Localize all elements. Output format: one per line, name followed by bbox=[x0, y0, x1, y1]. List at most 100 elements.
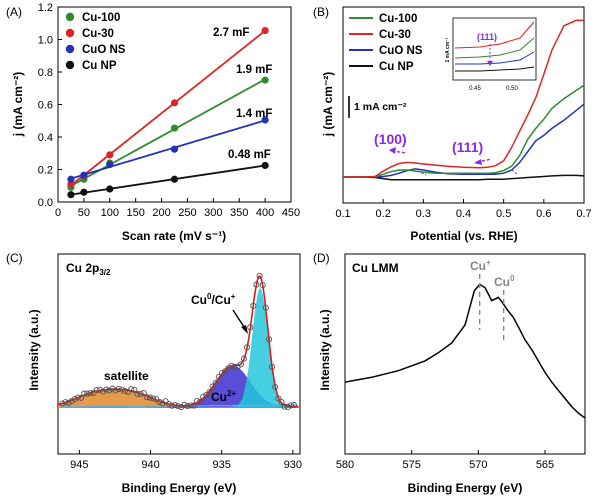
panel-c-raw-point bbox=[243, 344, 251, 351]
panel-b-inset-peak-label: (111) bbox=[477, 32, 497, 42]
panel-d-xlabel: Binding Energy (eV) bbox=[408, 481, 523, 495]
panel-c-ylabel: Intensity (a.u.) bbox=[27, 309, 41, 390]
panel-a-ytick-label: 0.4 bbox=[38, 132, 53, 144]
panel-a-point-cu-np bbox=[170, 175, 179, 183]
panel-c-raw-point bbox=[137, 390, 144, 397]
panel-a-ytick-label: 0.8 bbox=[38, 67, 53, 79]
panel-c-raw-point bbox=[150, 395, 157, 402]
panel-c-raw-point bbox=[250, 302, 257, 309]
panel-label-d: (D) bbox=[313, 251, 330, 265]
panel-b-legend-label-cu-np: Cu NP bbox=[379, 61, 414, 73]
panel-b-inset-tick-045: 0.45 bbox=[469, 86, 481, 92]
panel-a-legend-marker-cu-np bbox=[65, 60, 75, 70]
panel-a-point-cuo-ns bbox=[170, 145, 179, 153]
panel-c-raw-point bbox=[247, 324, 254, 331]
panel-c-title: Cu 2p3/2 bbox=[66, 261, 111, 277]
panel-c-xtick-label: 935 bbox=[213, 459, 231, 471]
panel-c-cu2-component bbox=[58, 365, 299, 408]
panel-b-inset-arrowhead bbox=[487, 61, 493, 66]
panel-c-raw-point bbox=[281, 403, 288, 410]
panel-b-inset-frame bbox=[452, 17, 537, 81]
panel-c-raw-point bbox=[134, 390, 141, 397]
panel-c-raw-point bbox=[278, 399, 285, 406]
panel-c-raw-point bbox=[74, 394, 81, 401]
panel-c-raw-point bbox=[84, 390, 91, 397]
panel-a-legend-marker-cu-100 bbox=[65, 12, 75, 22]
panel-a: 0 50 100 150 200 250 300 350 400 450 0.0 0.2 0.4 0.6 0… bbox=[11, 2, 300, 243]
panel-b-legend-label-cu-100: Cu-100 bbox=[379, 13, 417, 25]
panel-c-raw-point bbox=[287, 402, 294, 409]
panel-d-ylabel: Intensity (a.u.) bbox=[318, 309, 332, 390]
panel-c-raw-point bbox=[106, 387, 113, 394]
panel-c-satellite-component bbox=[58, 389, 299, 408]
panel-b-curve-cu-30 bbox=[343, 19, 584, 178]
panel-a-ytick-label: 1.0 bbox=[38, 35, 53, 47]
panel-a-point-cu-np bbox=[106, 185, 114, 193]
panel-b-peak-100-label: (100) bbox=[374, 131, 407, 147]
panel-a-point-cu-30 bbox=[170, 99, 179, 107]
panel-a-xtick-label: 0 bbox=[55, 207, 61, 219]
panel-label-b: (B) bbox=[313, 5, 329, 19]
panel-a-annotation-cu-30: 2.7 mF bbox=[213, 27, 249, 39]
panel-c-raw-point bbox=[193, 397, 200, 405]
panel-b-inset-curve-cuo-ns bbox=[455, 51, 535, 65]
panel-a-point-cu-30 bbox=[261, 26, 269, 35]
panel-c-raw-point bbox=[93, 387, 100, 394]
panel-c-raw-point bbox=[112, 387, 119, 394]
panel-d-frame bbox=[344, 253, 586, 455]
panel-c-raw-point bbox=[143, 394, 150, 401]
panel-label-c: (C) bbox=[6, 251, 23, 265]
panel-c-raw-point bbox=[272, 383, 279, 391]
panel-c-fit-envelope bbox=[57, 275, 299, 408]
panel-c-raw-point bbox=[59, 400, 66, 407]
panel-c-raw-point bbox=[184, 403, 191, 410]
panel-c-raw-point bbox=[228, 362, 235, 369]
panel-c-raw-point bbox=[187, 402, 194, 409]
panel-b-inset-curve-cu-30 bbox=[454, 21, 535, 49]
panel-b-xlabel: Potential (vs. RHE) bbox=[410, 229, 517, 243]
panel-a-point-cuo-ns bbox=[80, 171, 88, 179]
panel-c-raw-point bbox=[168, 402, 175, 409]
panel-c-raw-point bbox=[159, 400, 166, 407]
panel-c-raw-point bbox=[265, 336, 273, 343]
panel-c-raw-point bbox=[65, 399, 72, 406]
panel-c-cu0-arrowhead bbox=[241, 325, 248, 334]
panel-c-raw-point bbox=[81, 390, 88, 397]
panel-b-ylabel: j (mA cm⁻²) bbox=[321, 72, 335, 138]
panel-label-a: (A) bbox=[6, 5, 22, 19]
panel-c-raw-point bbox=[231, 363, 238, 370]
panel-a-legend-label-cuo-ns: CuO NS bbox=[82, 44, 126, 56]
panel-c-raw-point bbox=[181, 401, 188, 408]
panel-c-raw-point bbox=[240, 355, 247, 362]
panel-a-xtick-label: 450 bbox=[282, 207, 300, 219]
panel-b-arrowhead-100 bbox=[389, 147, 396, 154]
panel-c-raw-point bbox=[197, 398, 204, 405]
panel-a-ytick-label: 0.6 bbox=[38, 100, 53, 112]
panel-b-curve-cu-100 bbox=[343, 84, 585, 178]
panel-a-point-cu-np bbox=[80, 188, 88, 196]
panel-b-peak-111-label: (111) bbox=[452, 139, 483, 155]
panel-c-raw-point bbox=[146, 394, 154, 401]
panel-a-ylabel: j (mA cm⁻²) bbox=[11, 72, 25, 138]
panel-c-raw-point bbox=[99, 388, 107, 395]
panel-b-legend-label-cuo-ns: CuO NS bbox=[379, 45, 423, 57]
panel-c-raw-point bbox=[209, 383, 216, 390]
panel-c-raw-point bbox=[96, 386, 103, 393]
panel-a-fit-line-cu-30 bbox=[70, 30, 266, 187]
panel-c-raw-point bbox=[290, 402, 298, 409]
panel-a-xtick-label: 350 bbox=[230, 207, 248, 219]
panel-a-xlabel: Scan rate (mV s⁻¹) bbox=[122, 229, 226, 243]
panel-c-raw-point bbox=[109, 385, 116, 392]
panel-c-raw-point bbox=[222, 368, 229, 375]
panel-c-frame bbox=[57, 253, 301, 455]
panel-c-raw-point bbox=[78, 394, 85, 401]
panel-d-xtick-label: 575 bbox=[402, 459, 420, 471]
panel-c-raw-point bbox=[121, 387, 128, 395]
panel-c: 945 940 935 930 Cu 2p3/2 satellite Cu2+ Cu0… bbox=[27, 253, 302, 495]
panel-c-cu0-label: Cu0/Cu+ bbox=[191, 292, 236, 307]
panel-c-raw-point bbox=[128, 386, 135, 393]
panel-b-xtick-label: 0.5 bbox=[496, 208, 511, 220]
panel-a-point-cu-100 bbox=[170, 124, 179, 132]
panel-a-point-cu-30 bbox=[106, 151, 114, 159]
